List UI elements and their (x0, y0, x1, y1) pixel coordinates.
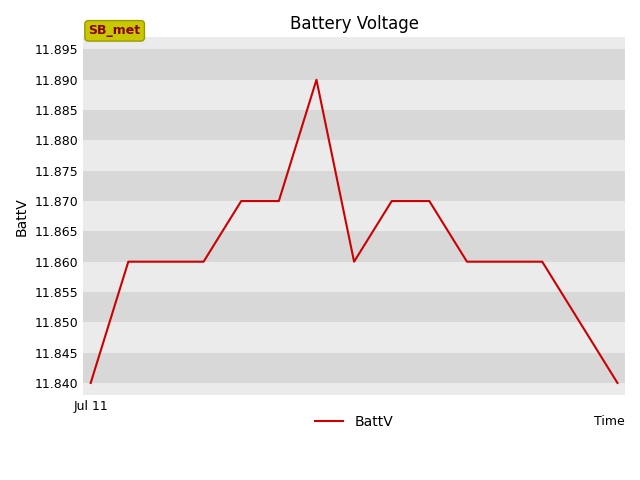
BattV (200, 259, 207, 264)
BattV (426, 198, 433, 204)
BattV (538, 259, 546, 264)
Bar (83, 353, 625, 383)
Bar (83, 292, 625, 323)
BattV (275, 198, 283, 204)
BattV (350, 259, 358, 264)
BattV (162, 259, 170, 264)
BattV (237, 198, 245, 204)
Bar (83, 262, 625, 292)
BattV (576, 320, 584, 325)
Bar (83, 49, 625, 80)
Bar (83, 171, 625, 201)
BattV (312, 77, 320, 83)
Bar (83, 141, 625, 171)
Bar (83, 323, 625, 353)
Y-axis label: BattV: BattV (15, 197, 29, 236)
BattV (463, 259, 471, 264)
BattV (388, 198, 396, 204)
Bar (83, 110, 625, 141)
Bar (83, 231, 625, 262)
Legend: BattV: BattV (310, 409, 399, 435)
Bar (83, 201, 625, 231)
BattV (87, 380, 95, 386)
BattV (124, 259, 132, 264)
Text: Time: Time (595, 415, 625, 428)
BattV (614, 380, 621, 386)
Text: SB_met: SB_met (88, 24, 141, 37)
BattV (500, 259, 508, 264)
Line: BattV: BattV (91, 80, 618, 383)
Title: Battery Voltage: Battery Voltage (289, 15, 419, 33)
Bar (83, 80, 625, 110)
